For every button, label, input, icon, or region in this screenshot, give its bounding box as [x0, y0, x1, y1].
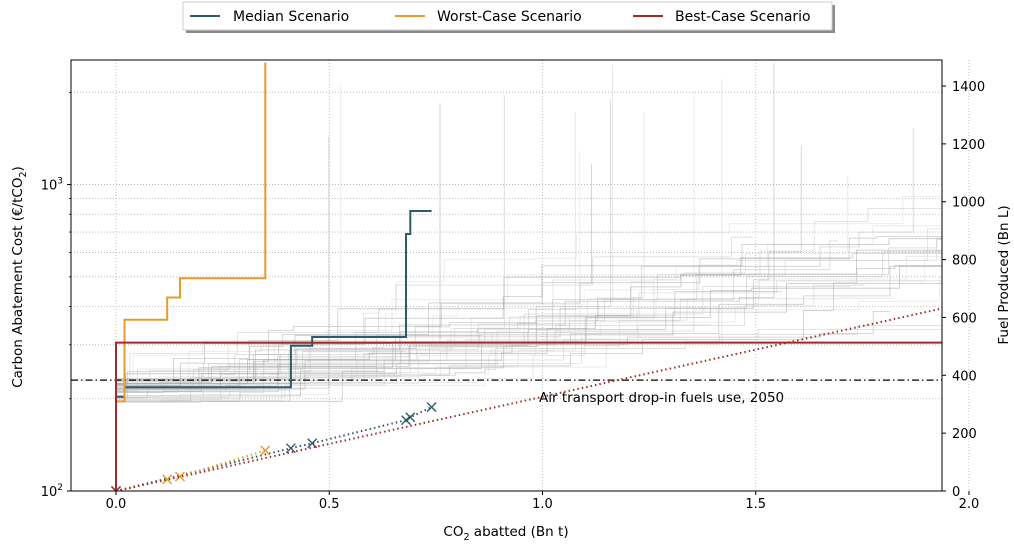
plot-frame [70, 59, 943, 492]
background-scenario-line [115, 84, 342, 491]
background-scenario-line [115, 63, 775, 491]
background-scenario-line [115, 228, 942, 491]
background-scenario-line [115, 136, 330, 491]
background-scenario-line [115, 238, 942, 491]
background-scenario-line [115, 329, 942, 491]
background-scenario-line [115, 196, 942, 491]
background-scenario-line [115, 265, 942, 491]
legend-best-label: Best-Case Scenario [675, 9, 811, 25]
legend-box [182, 1, 833, 31]
best-fuel-marker [111, 486, 121, 491]
background-scenario-line [115, 249, 942, 491]
background-scenario-line [115, 128, 914, 491]
background-scenario-line [115, 238, 942, 491]
background-scenario-line [115, 311, 890, 491]
best-fuel-dotted-line [115, 307, 942, 491]
worst-fuel-marker [174, 471, 185, 482]
background-scenario-line [115, 250, 942, 491]
x-tick-label: 2.0 [959, 497, 980, 512]
legend-worst-label: Worst-Case Scenario [437, 9, 582, 25]
x-tick-label: 1.5 [745, 497, 766, 512]
reference-line-label: Air transport drop-in fuels use, 2050 [539, 390, 784, 406]
y-right-tick-label: 800 [952, 254, 977, 269]
legend-median-label: Median Scenario [233, 9, 349, 25]
grid [71, 60, 970, 492]
legend: Median Scenario Worst-Case Scenario Best… [182, 1, 835, 33]
best-cost-step-line [115, 341, 942, 491]
background-scenarios [115, 63, 942, 491]
y-right-tick-label: 600 [952, 311, 977, 326]
median-fuel-dotted-line [115, 406, 433, 491]
y-right-tick-label: 0 [952, 485, 960, 500]
background-scenario-line [115, 95, 505, 491]
median-fuel-marker [401, 415, 412, 426]
background-scenario-line [115, 98, 611, 491]
background-scenario-line [115, 208, 942, 491]
y-left-tick-label: 103 [41, 177, 63, 194]
x-tick-label: 0.5 [319, 497, 340, 512]
background-scenario-line [115, 151, 581, 491]
worst-cost-step-line [115, 62, 267, 491]
worst-fuel-marker [162, 474, 173, 485]
background-scenario-line [115, 176, 849, 491]
worst-fuel-dotted-line [115, 449, 266, 491]
best-fuel-marker [956, 300, 965, 309]
y-right-tick-label: 1000 [952, 196, 985, 211]
median-fuel-marker [307, 438, 318, 449]
y-right-tick-label: 1200 [952, 138, 985, 153]
background-scenario-line [115, 237, 942, 491]
x-tick-label: 0.0 [106, 497, 127, 512]
background-scenario-line [115, 283, 942, 491]
background-scenario-line [115, 286, 851, 491]
background-scenario-line [115, 338, 615, 491]
background-scenario-line [115, 111, 576, 491]
axes: 0.00.51.01.52.02.53.03.51021030200400600… [41, 80, 985, 512]
background-scenario-line [115, 280, 942, 491]
x-tick-label: 1.0 [532, 497, 553, 512]
median-fuel-marker [285, 443, 296, 454]
x-axis-label: CO2 abatted (Bn t) [443, 524, 568, 543]
worst-fuel-marker [260, 445, 271, 456]
y-right-tick-label: 1400 [952, 80, 985, 95]
median-fuel-marker [426, 402, 437, 413]
y-right-tick-label: 400 [952, 369, 977, 384]
background-scenario-line [115, 78, 723, 491]
scenario-series [111, 62, 965, 491]
background-scenario-line [115, 103, 441, 491]
background-scenario-line [115, 325, 942, 491]
y-axis-left-label: Carbon Abatement Cost (€/tCO2) [10, 166, 29, 388]
y-right-tick-label: 200 [952, 427, 977, 442]
median-fuel-marker [405, 412, 416, 423]
y-left-tick-label: 102 [41, 483, 63, 500]
y-axis-right-label: Fuel Produced (Bn L) [996, 205, 1012, 344]
